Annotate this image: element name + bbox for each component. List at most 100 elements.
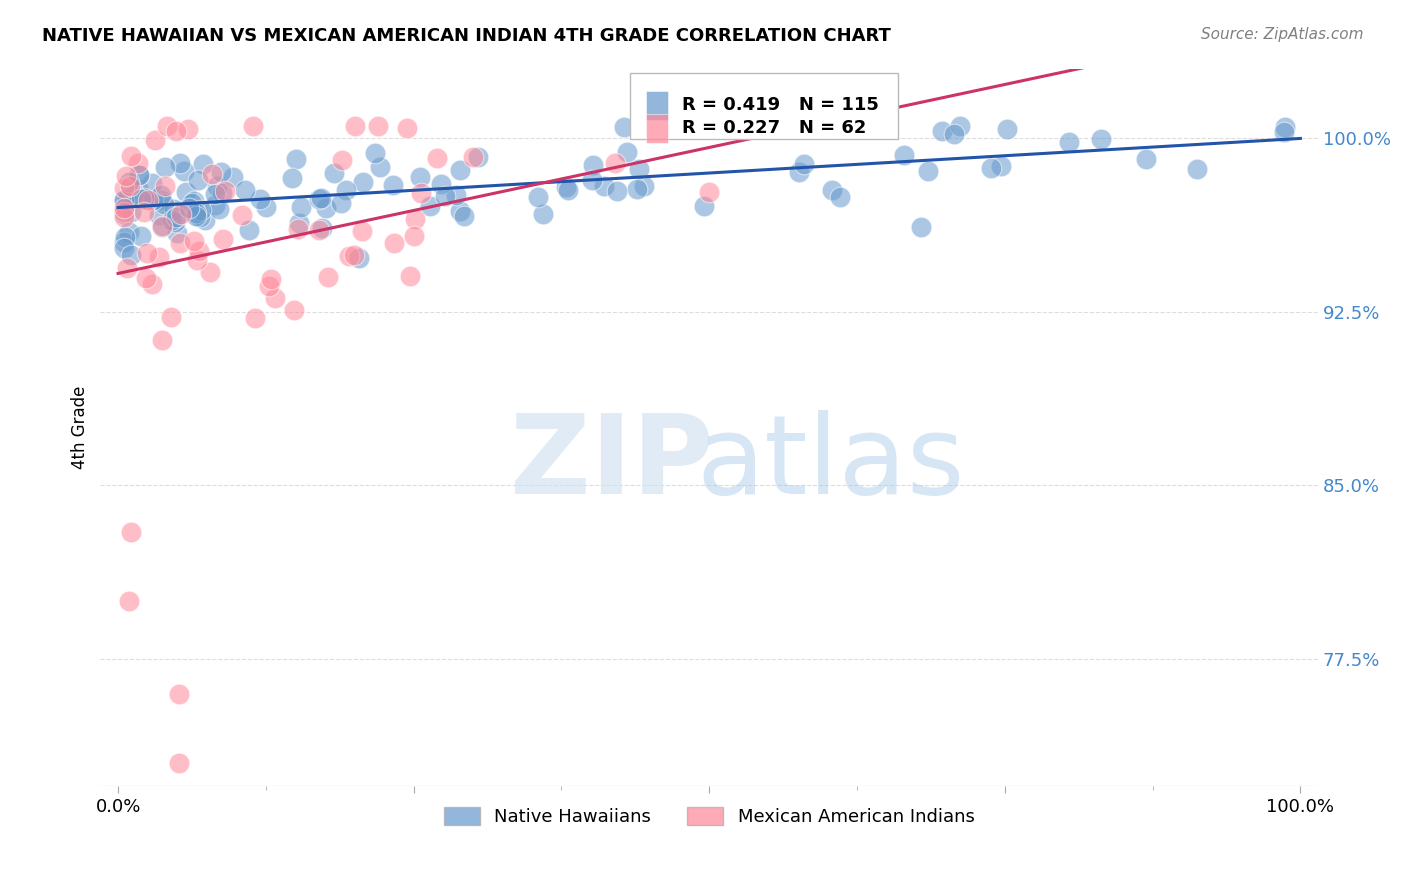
Native Hawaiians (1057, 135, 1080, 149)
Native Hawaiians (153, 160, 176, 174)
Mexican American Indians (177, 122, 200, 136)
Native Hawaiians (430, 177, 453, 191)
Mexican American Indians (112, 205, 135, 219)
Native Hawaiians (382, 178, 405, 192)
Text: NATIVE HAWAIIAN VS MEXICAN AMERICAN INDIAN 4TH GRADE CORRELATION CHART: NATIVE HAWAIIAN VS MEXICAN AMERICAN INDI… (42, 27, 891, 45)
Native Hawaiians (335, 183, 357, 197)
Native Hawaiians (449, 204, 471, 219)
Native Hawaiians (162, 212, 184, 227)
Mexican American Indians (115, 169, 138, 183)
Native Hawaiians (433, 189, 456, 203)
Mexican American Indians (396, 121, 419, 136)
Native Hawaiians (183, 194, 205, 208)
Mexican American Indians (382, 236, 405, 251)
Mexican American Indians (404, 211, 426, 226)
Native Hawaiians (205, 178, 228, 193)
Mexican American Indians (367, 120, 389, 134)
Native Hawaiians (828, 190, 851, 204)
Native Hawaiians (531, 207, 554, 221)
Mexican American Indians (242, 120, 264, 134)
Native Hawaiians (910, 220, 932, 235)
Native Hawaiians (943, 127, 966, 141)
Native Hawaiians (917, 164, 939, 178)
Mexican American Indians (316, 269, 339, 284)
Native Hawaiians (288, 216, 311, 230)
Native Hawaiians (616, 145, 638, 160)
Native Hawaiians (115, 192, 138, 206)
Mexican American Indians (308, 223, 330, 237)
Mexican American Indians (132, 205, 155, 219)
FancyBboxPatch shape (630, 73, 898, 139)
Native Hawaiians (176, 185, 198, 199)
Native Hawaiians (787, 165, 810, 179)
Native Hawaiians (128, 168, 150, 182)
Native Hawaiians (184, 209, 207, 223)
Mexican American Indians (343, 248, 366, 262)
Mexican American Indians (283, 302, 305, 317)
Mexican American Indians (153, 178, 176, 193)
Mexican American Indians (135, 245, 157, 260)
Native Hawaiians (112, 241, 135, 255)
Mexican American Indians (143, 133, 166, 147)
Mexican American Indians (148, 250, 170, 264)
Native Hawaiians (322, 166, 344, 180)
Y-axis label: 4th Grade: 4th Grade (72, 386, 89, 469)
Mexican American Indians (198, 265, 221, 279)
Native Hawaiians (254, 200, 277, 214)
Native Hawaiians (249, 192, 271, 206)
Mexican American Indians (330, 153, 353, 167)
Native Hawaiians (153, 196, 176, 211)
Native Hawaiians (613, 120, 636, 135)
Text: Source: ZipAtlas.com: Source: ZipAtlas.com (1201, 27, 1364, 42)
Mexican American Indians (141, 277, 163, 291)
Mexican American Indians (411, 186, 433, 201)
Native Hawaiians (793, 157, 815, 171)
Native Hawaiians (628, 161, 651, 176)
Native Hawaiians (209, 164, 232, 178)
Native Hawaiians (163, 202, 186, 216)
Native Hawaiians (309, 191, 332, 205)
Native Hawaiians (148, 208, 170, 222)
Legend: Native Hawaiians, Mexican American Indians: Native Hawaiians, Mexican American India… (434, 797, 984, 835)
Native Hawaiians (626, 182, 648, 196)
Mexican American Indians (169, 236, 191, 251)
Native Hawaiians (290, 200, 312, 214)
Native Hawaiians (188, 210, 211, 224)
Native Hawaiians (118, 175, 141, 189)
Native Hawaiians (368, 160, 391, 174)
Native Hawaiians (633, 179, 655, 194)
Native Hawaiians (114, 230, 136, 244)
Native Hawaiians (285, 153, 308, 167)
Native Hawaiians (311, 221, 333, 235)
Native Hawaiians (204, 187, 226, 202)
Native Hawaiians (990, 159, 1012, 173)
Native Hawaiians (593, 178, 616, 193)
Mexican American Indians (426, 151, 449, 165)
Mexican American Indians (115, 261, 138, 276)
Mexican American Indians (263, 291, 285, 305)
Native Hawaiians (179, 201, 201, 215)
Native Hawaiians (931, 124, 953, 138)
Native Hawaiians (112, 194, 135, 208)
Mexican American Indians (127, 156, 149, 170)
Native Hawaiians (409, 169, 432, 184)
Mexican American Indians (167, 756, 190, 771)
Native Hawaiians (554, 179, 576, 194)
Native Hawaiians (1274, 120, 1296, 135)
Mexican American Indians (337, 249, 360, 263)
Native Hawaiians (166, 226, 188, 240)
Native Hawaiians (165, 210, 187, 224)
Native Hawaiians (308, 192, 330, 206)
Native Hawaiians (120, 204, 142, 219)
Mexican American Indians (156, 120, 179, 134)
Mexican American Indians (287, 221, 309, 235)
Native Hawaiians (118, 225, 141, 239)
Native Hawaiians (112, 235, 135, 250)
Mexican American Indians (118, 594, 141, 608)
Native Hawaiians (280, 171, 302, 186)
Mexican American Indians (152, 333, 174, 347)
Native Hawaiians (449, 163, 471, 178)
Native Hawaiians (980, 161, 1002, 175)
Mexican American Indians (352, 224, 374, 238)
Mexican American Indians (402, 228, 425, 243)
